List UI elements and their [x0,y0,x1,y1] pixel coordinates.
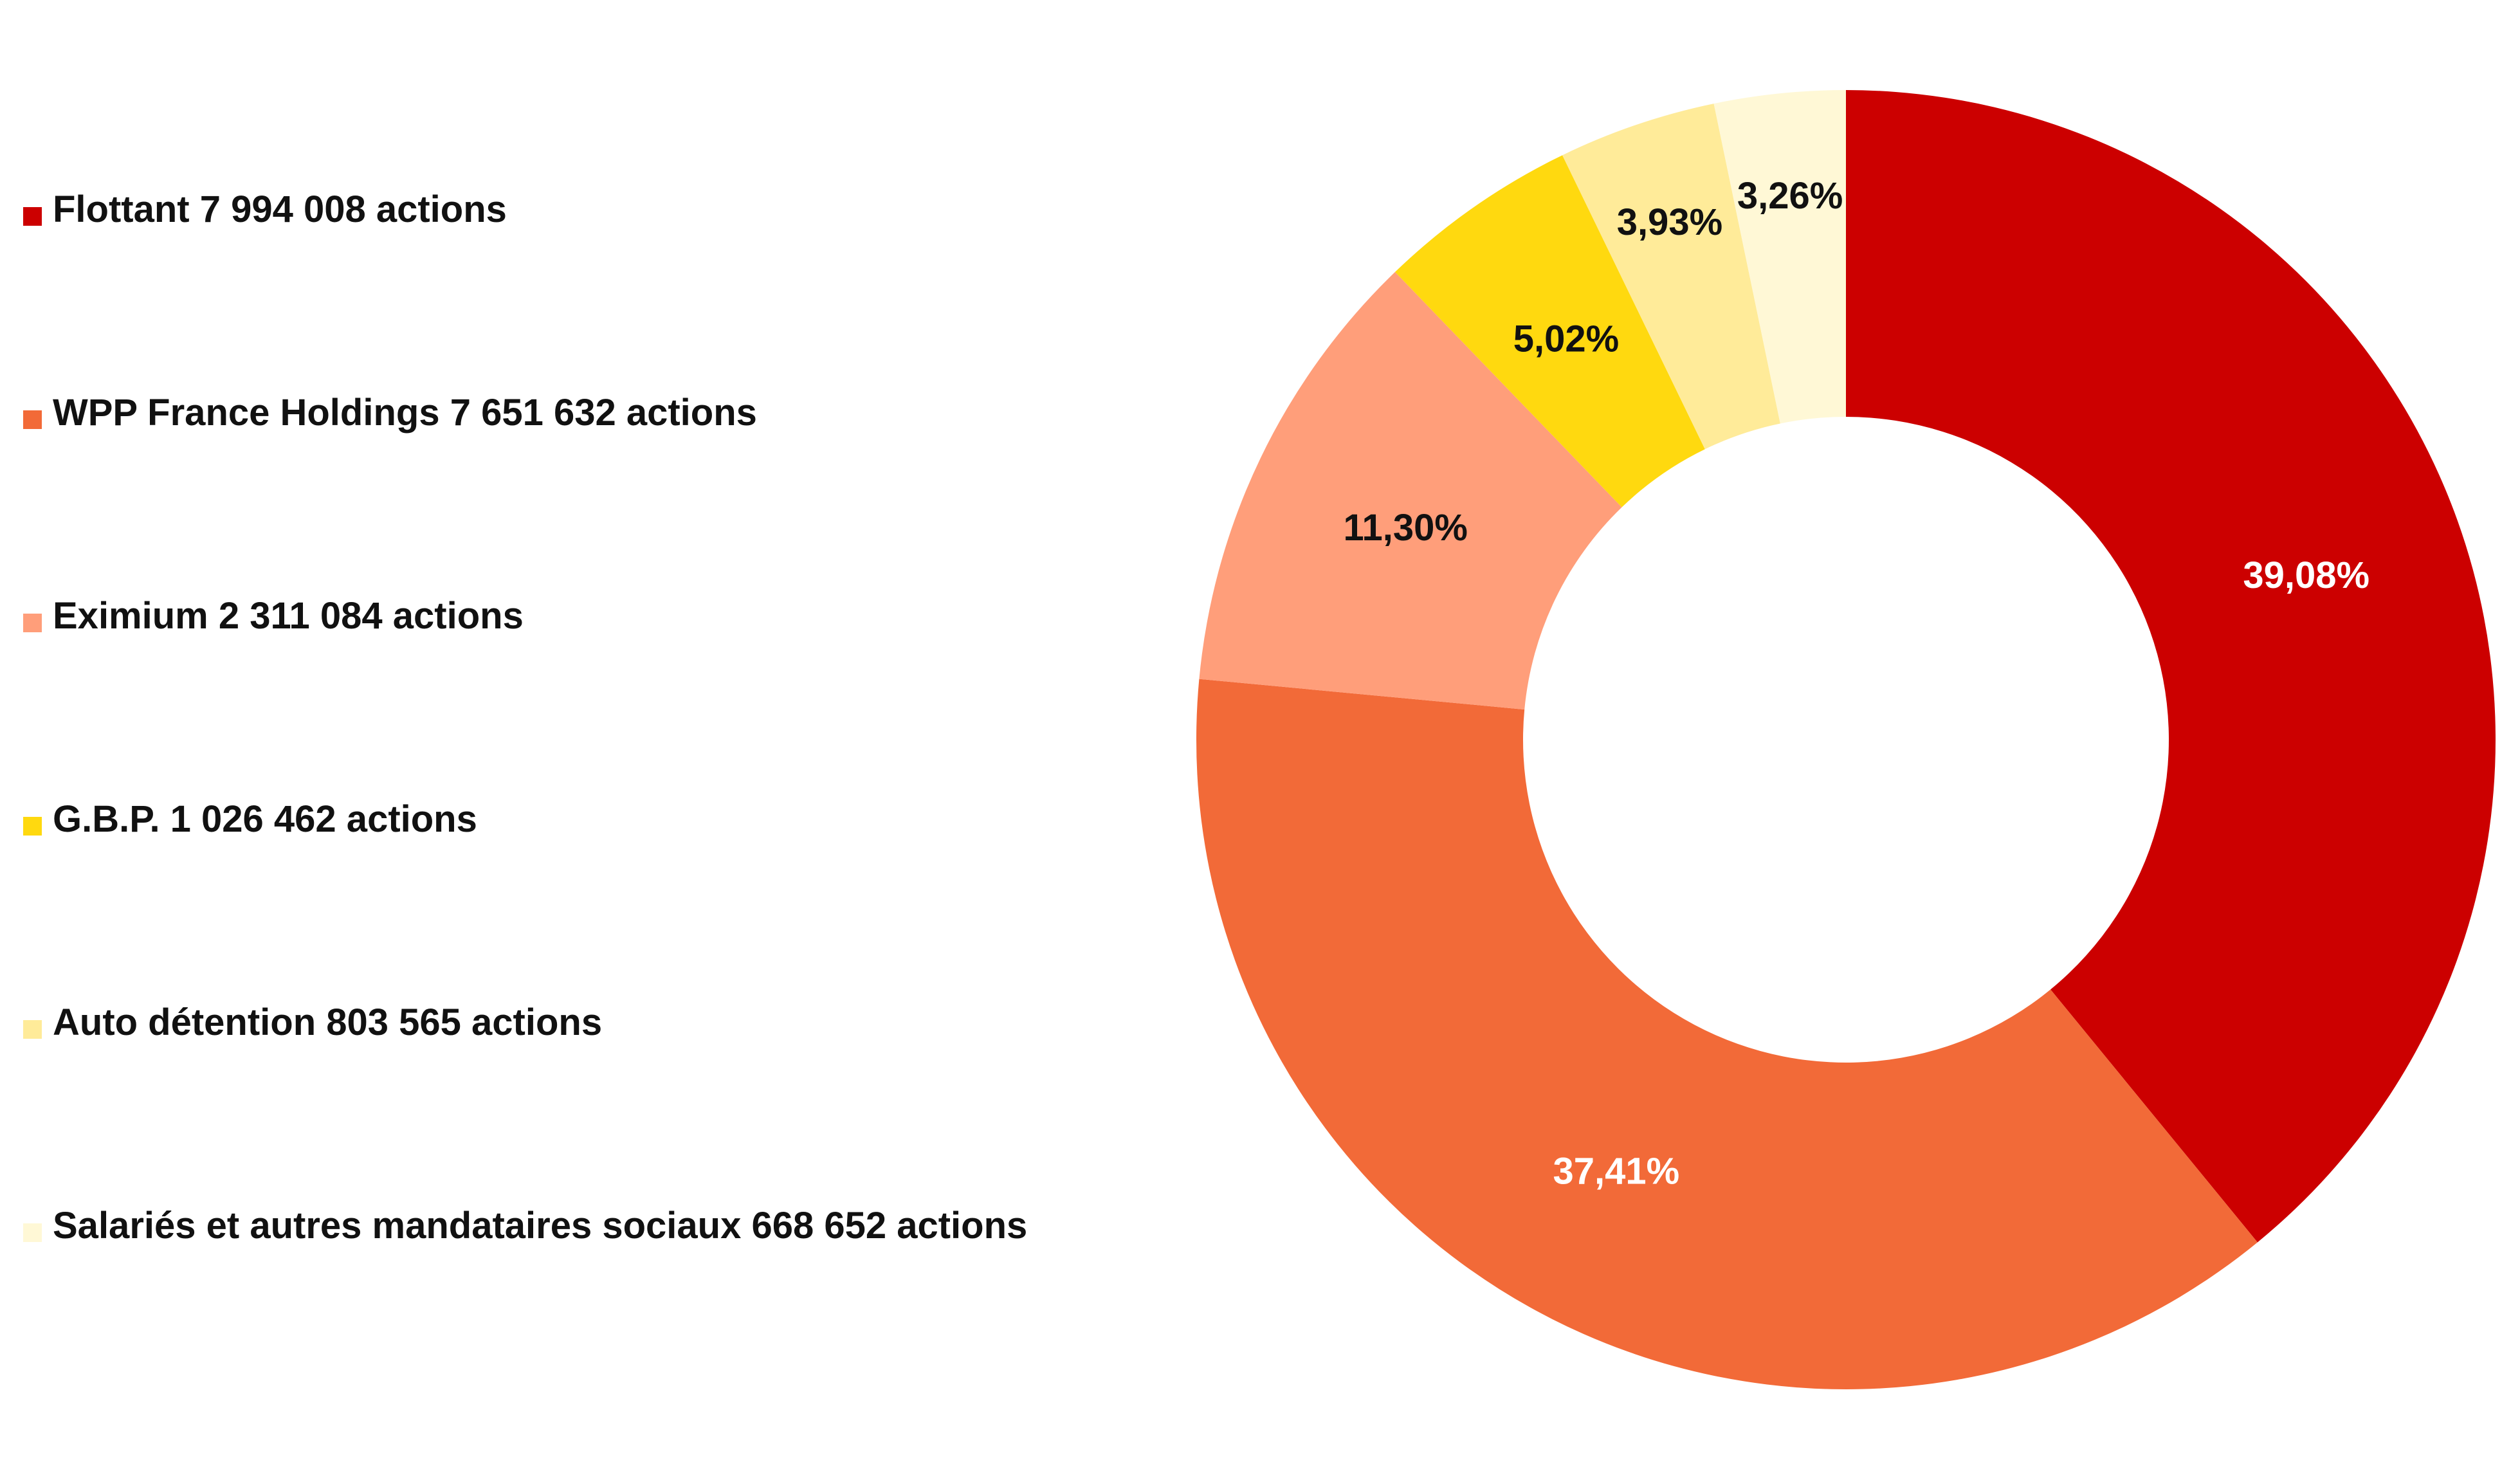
slice-value-label: 11,30% [1343,507,1468,549]
legend-label: G.B.P. 1 026 462 actions [53,798,477,840]
donut-slice [1846,90,2496,1243]
legend-swatch [23,1020,42,1039]
donut-slice [1713,90,1846,424]
slice-value-label: 3,26% [1737,175,1843,217]
legend-swatch [23,817,42,836]
slice-value-label: 5,02% [1513,318,1619,360]
legend-label: Salariés et autres mandataires sociaux 6… [53,1205,1028,1247]
slice-value-label: 3,93% [1617,201,1722,243]
legend-item: Salariés et autres mandataires sociaux 6… [23,1177,1091,1380]
legend-item: G.B.P. 1 026 462 actions [23,771,1091,974]
donut-slice [1394,155,1705,507]
legend-swatch [23,1223,42,1242]
slice-value-label: 37,41% [1553,1150,1680,1192]
legend-label: Auto détention 803 565 actions [53,1001,603,1043]
legend-item: Auto détention 803 565 actions [23,974,1091,1177]
legend-item: Eximium 2 311 084 actions [23,567,1091,771]
legend-label: Eximium 2 311 084 actions [53,595,524,637]
slice-value-label: 39,08% [2243,554,2369,596]
legend-label: WPP France Holdings 7 651 632 actions [53,392,757,434]
legend-item: Flottant 7 994 008 actions [23,161,1091,364]
donut-slice [1562,104,1780,450]
donut-chart: 39,08% 37,41% 11,30% 5,02% 3,93% 3,26% [1196,90,2496,1389]
legend-label: Flottant 7 994 008 actions [53,188,507,230]
donut-slice [1199,271,1622,710]
legend-item: WPP France Holdings 7 651 632 actions [23,364,1091,567]
legend-swatch [23,207,42,226]
legend-swatch [23,614,42,632]
legend-swatch [23,410,42,429]
donut-slice [1196,679,2258,1389]
chart-legend: Flottant 7 994 008 actions WPP France Hol… [23,161,1091,1380]
